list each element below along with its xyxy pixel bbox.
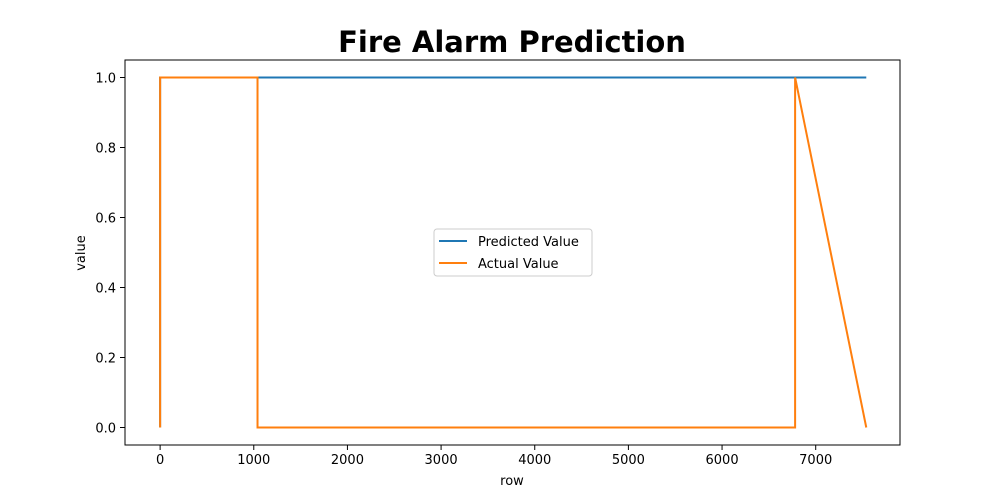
y-axis-label: value	[74, 235, 89, 271]
y-tick-label: 0.2	[95, 352, 116, 367]
legend: Predicted Value Actual Value	[433, 228, 593, 277]
y-tick-label: 0.6	[95, 212, 116, 227]
y-tick-label: 1.0	[95, 72, 116, 87]
x-tick-label: 6000	[706, 453, 739, 468]
legend-label-actual-value: Actual Value	[478, 257, 559, 272]
series-line-actual-value	[159, 76, 868, 429]
x-tick-label: 4000	[518, 453, 551, 468]
legend-box	[433, 228, 593, 277]
x-tick-label: 2000	[331, 453, 364, 468]
legend-label-predicted-value: Predicted Value	[478, 235, 579, 250]
x-axis-label: row	[500, 474, 524, 489]
x-tick-label: 0	[156, 453, 164, 468]
axes-frame	[124, 59, 901, 446]
x-tick-label: 7000	[799, 453, 832, 468]
x-tick-label: 5000	[612, 453, 645, 468]
y-tick-label: 0.0	[95, 422, 116, 437]
x-tick-label: 3000	[425, 453, 458, 468]
plot-area: 0 1000 2000 3000 4000 5000 6000 7000 0.0 0.2 0.4 0.…	[95, 59, 901, 468]
y-tick-label: 0.4	[95, 282, 116, 297]
x-tick-label: 1000	[237, 453, 270, 468]
chart-title: Fire Alarm Prediction	[338, 25, 686, 59]
y-tick-label: 0.8	[95, 142, 116, 157]
